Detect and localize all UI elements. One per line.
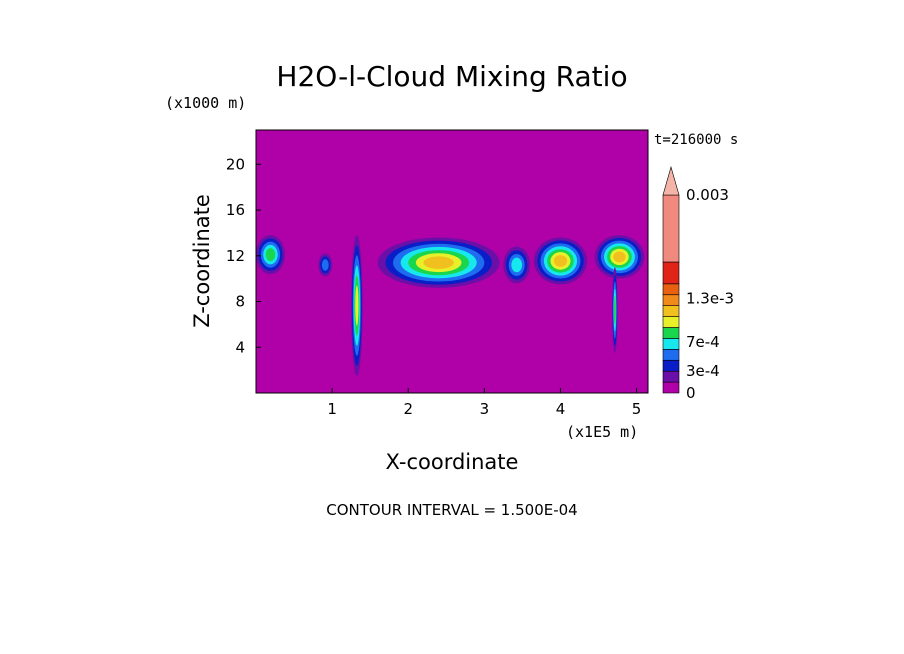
x-tick-label: 2 — [403, 400, 413, 418]
colorbar-band — [662, 338, 680, 350]
x-tick-label: 1 — [327, 400, 337, 418]
colorbar: 0.003 1.3e-3 7e-4 3e-4 0 — [662, 165, 734, 402]
x-tick-label: 5 — [632, 400, 642, 418]
contour-band — [265, 248, 276, 262]
colorbar-band — [662, 261, 680, 285]
colorbar-label: 7e-4 — [686, 333, 720, 351]
colorbar-band — [662, 305, 680, 317]
contour-band — [423, 256, 454, 269]
y-tick-label: 4 — [235, 338, 245, 356]
y-axis-ticks: 4 8 12 16 20 — [226, 155, 261, 356]
y-unit-label: (x1000 m) — [165, 94, 246, 112]
contour-interval-note: CONTOUR INTERVAL = 1.500E-04 — [326, 501, 577, 519]
cloud-region — [612, 267, 618, 353]
colorbar-band — [662, 327, 680, 339]
colorbar-band — [662, 370, 680, 383]
y-tick-label: 8 — [235, 293, 245, 311]
cloud-region — [533, 237, 588, 285]
contour-band — [355, 285, 359, 326]
x-axis-label: X-coordinate — [386, 450, 519, 474]
colorbar-label: 1.3e-3 — [686, 289, 734, 307]
cloud-region — [351, 235, 363, 376]
colorbar-band — [662, 316, 680, 328]
cloud-region — [377, 237, 500, 288]
contour-band — [613, 251, 626, 263]
colorbar-band — [662, 381, 680, 394]
x-tick-label: 3 — [480, 400, 490, 418]
cloud-field — [255, 235, 645, 376]
contour-band — [511, 257, 523, 273]
y-tick-label: 12 — [226, 247, 245, 265]
contour-band — [321, 259, 329, 271]
y-axis-label: Z-coordinate — [190, 194, 214, 328]
chart-title: H2O-l-Cloud Mixing Ratio — [276, 60, 627, 93]
cloud-region — [255, 235, 285, 275]
colorbar-band — [662, 283, 680, 296]
colorbar-band — [662, 194, 680, 263]
contour-band — [614, 295, 616, 325]
colorbar-band — [662, 359, 680, 372]
y-tick-label: 16 — [226, 201, 245, 219]
cloud-region — [594, 235, 645, 279]
contour-band — [553, 255, 568, 267]
colorbar-band — [662, 349, 680, 361]
colorbar-overflow-arrow — [662, 165, 680, 196]
colorbar-label: 0.003 — [686, 186, 729, 204]
plot-frame — [255, 129, 649, 394]
time-label: t=216000 s — [654, 132, 738, 148]
x-unit-label: (x1E5 m) — [566, 423, 638, 441]
colorbar-band — [662, 294, 680, 306]
colorbar-label: 0 — [686, 384, 696, 402]
y-tick-label: 20 — [226, 155, 245, 173]
cloud-region — [318, 253, 333, 277]
cloud-region — [503, 246, 531, 284]
colorbar-label: 3e-4 — [686, 362, 720, 380]
x-axis-ticks: 1 2 3 4 5 — [327, 388, 641, 418]
x-tick-label: 4 — [556, 400, 566, 418]
